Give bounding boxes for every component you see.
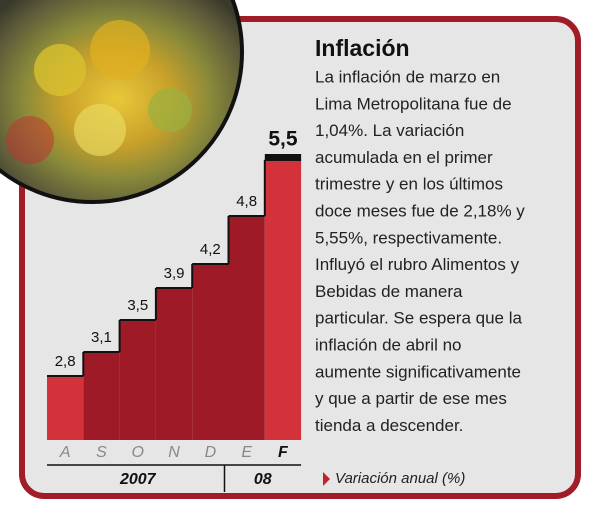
body-line: Influyó el rubro Alimentos y [315,255,520,274]
body-line: aumente significativamente [315,362,521,381]
body-line: doce meses fue de 2,18% y [315,201,525,220]
body-line: y que a partir de ese mes [315,389,507,408]
body-line: La inflación de marzo en [315,67,500,86]
value-label: 5,5 [268,128,298,151]
value-label: 4,2 [200,241,221,258]
body-line: Lima Metropolitana fue de [315,94,512,113]
value-label: 2,8 [55,353,76,370]
year-label: 2007 [119,471,157,488]
x-tick-label: E [241,444,252,461]
value-label: 4,8 [236,193,257,210]
body-line: trimestre y en los últimos [315,175,503,194]
infographic: 2,8 A 3,1 S 3,5 O 3,9 N 4,2 D 4,8 E 5,5 F 2007 08 Infla… [0,0,593,508]
body-line: inflación de abril no [315,335,461,354]
year-label: 08 [254,471,272,488]
x-tick-label: O [132,444,144,461]
bar [47,376,83,440]
bar [192,264,228,440]
body-line: acumulada en el primer [315,148,493,167]
bar [156,288,192,440]
bar [229,216,265,440]
bar [83,352,119,440]
body-line: 1,04%. La variación [315,121,464,140]
bar [120,320,156,440]
bar [265,160,301,440]
title: Inflación [315,35,410,61]
legend-label: Variación anual (%) [335,470,465,487]
x-tick-label: A [59,444,71,461]
value-label: 3,5 [127,297,148,314]
x-tick-label: D [205,444,217,461]
x-tick-label: F [278,444,289,461]
value-label: 3,1 [91,329,112,346]
body-line: tienda a descender. [315,416,463,435]
body-line: 5,55%, respectivamente. [315,228,502,247]
x-tick-label: S [96,444,107,461]
body-line: Bebidas de manera [315,282,463,301]
value-label: 3,9 [164,265,185,282]
x-tick-label: N [168,444,180,461]
body-line: particular. Se espera que la [315,309,523,328]
